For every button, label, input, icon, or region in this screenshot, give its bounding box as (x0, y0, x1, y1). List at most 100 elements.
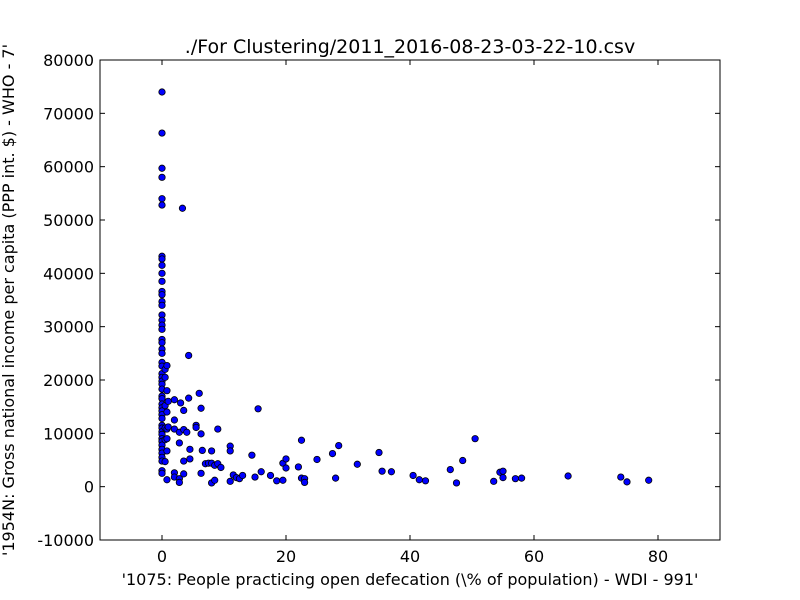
data-point (163, 435, 171, 443)
data-point (163, 476, 171, 484)
data-point (208, 447, 216, 455)
data-points (158, 88, 653, 487)
data-point (158, 349, 166, 357)
data-point (185, 351, 193, 360)
data-point (300, 478, 309, 486)
data-point (282, 455, 290, 463)
data-point (197, 430, 205, 438)
data-point (195, 389, 203, 397)
plot-frame (99, 59, 721, 541)
data-point (158, 339, 166, 347)
y-axis-ticks: -10000 0 10000 20000 30000 40000 50000 60000 700… (37, 51, 720, 550)
data-point (623, 478, 631, 486)
data-point (183, 428, 191, 436)
data-point (266, 471, 275, 480)
x-tick-label: 20 (276, 547, 296, 566)
plot-area (99, 59, 721, 541)
chart-title: ./For Clustering/2011_2016-08-23-03-22-1… (185, 36, 635, 58)
data-point (446, 465, 454, 474)
y-tick-label: 20000 (43, 371, 94, 390)
data-point (617, 473, 625, 481)
data-point (239, 471, 247, 480)
x-axis-ticks: 0 20 40 60 80 (157, 60, 668, 566)
data-point (282, 464, 290, 472)
x-tick-label: 60 (524, 547, 544, 566)
data-point (387, 468, 395, 476)
data-point (175, 478, 183, 486)
data-point (564, 472, 572, 480)
data-point (158, 88, 166, 96)
data-point (163, 361, 171, 370)
data-point (197, 404, 205, 412)
data-point (198, 446, 206, 454)
data-point (158, 164, 166, 172)
data-point (170, 425, 178, 433)
data-point (164, 423, 172, 431)
data-point (335, 441, 343, 450)
x-tick-label: 80 (648, 547, 668, 566)
data-point (499, 467, 507, 475)
data-point (217, 463, 225, 472)
data-point (186, 445, 194, 453)
y-tick-label: 50000 (43, 211, 94, 230)
data-point (158, 269, 166, 277)
data-point (158, 261, 166, 269)
data-point (158, 414, 166, 422)
y-tick-label: 10000 (43, 424, 94, 443)
data-point (279, 476, 287, 484)
data-point (158, 255, 166, 263)
data-point (294, 463, 302, 471)
data-point (257, 468, 265, 476)
data-point (452, 479, 461, 487)
data-point (459, 456, 467, 465)
data-point (158, 469, 166, 477)
data-point (313, 455, 321, 464)
data-point (180, 457, 188, 465)
data-point (211, 476, 219, 484)
data-point (158, 195, 166, 203)
data-point (163, 408, 171, 416)
data-point (164, 397, 172, 405)
data-point (517, 474, 526, 482)
x-tick-label: 40 (400, 547, 420, 566)
data-point (158, 173, 166, 181)
data-point (192, 423, 200, 432)
data-point (170, 416, 178, 424)
data-point (353, 460, 361, 468)
y-tick-label: 40000 (43, 264, 94, 283)
data-point (421, 477, 430, 485)
data-point (177, 399, 185, 407)
data-point (226, 447, 234, 455)
y-tick-label: -10000 (37, 531, 94, 550)
y-tick-label: 70000 (43, 104, 94, 123)
y-tick-label: 80000 (43, 51, 94, 70)
data-point (415, 476, 423, 484)
data-point (170, 396, 178, 404)
data-point (158, 325, 166, 333)
y-tick-label: 0 (84, 478, 94, 497)
data-point (158, 201, 166, 209)
data-point (490, 477, 498, 485)
data-point (158, 277, 166, 285)
data-point (163, 387, 171, 395)
data-point (331, 474, 340, 482)
data-point (409, 471, 417, 480)
data-point (161, 373, 169, 381)
data-point (158, 291, 166, 299)
data-point (180, 470, 188, 478)
data-point (471, 435, 479, 443)
data-point (163, 447, 171, 455)
data-point (158, 301, 166, 309)
data-point (185, 394, 193, 402)
data-point (158, 129, 166, 137)
data-point (297, 436, 306, 444)
y-axis-label: '1954N: Gross national income per capita… (0, 44, 18, 556)
data-point (328, 449, 337, 458)
data-point (375, 448, 383, 457)
data-point (511, 475, 520, 483)
data-point (214, 425, 222, 433)
data-point (178, 204, 187, 212)
data-point (251, 473, 259, 481)
x-tick-label: 0 (157, 547, 167, 566)
